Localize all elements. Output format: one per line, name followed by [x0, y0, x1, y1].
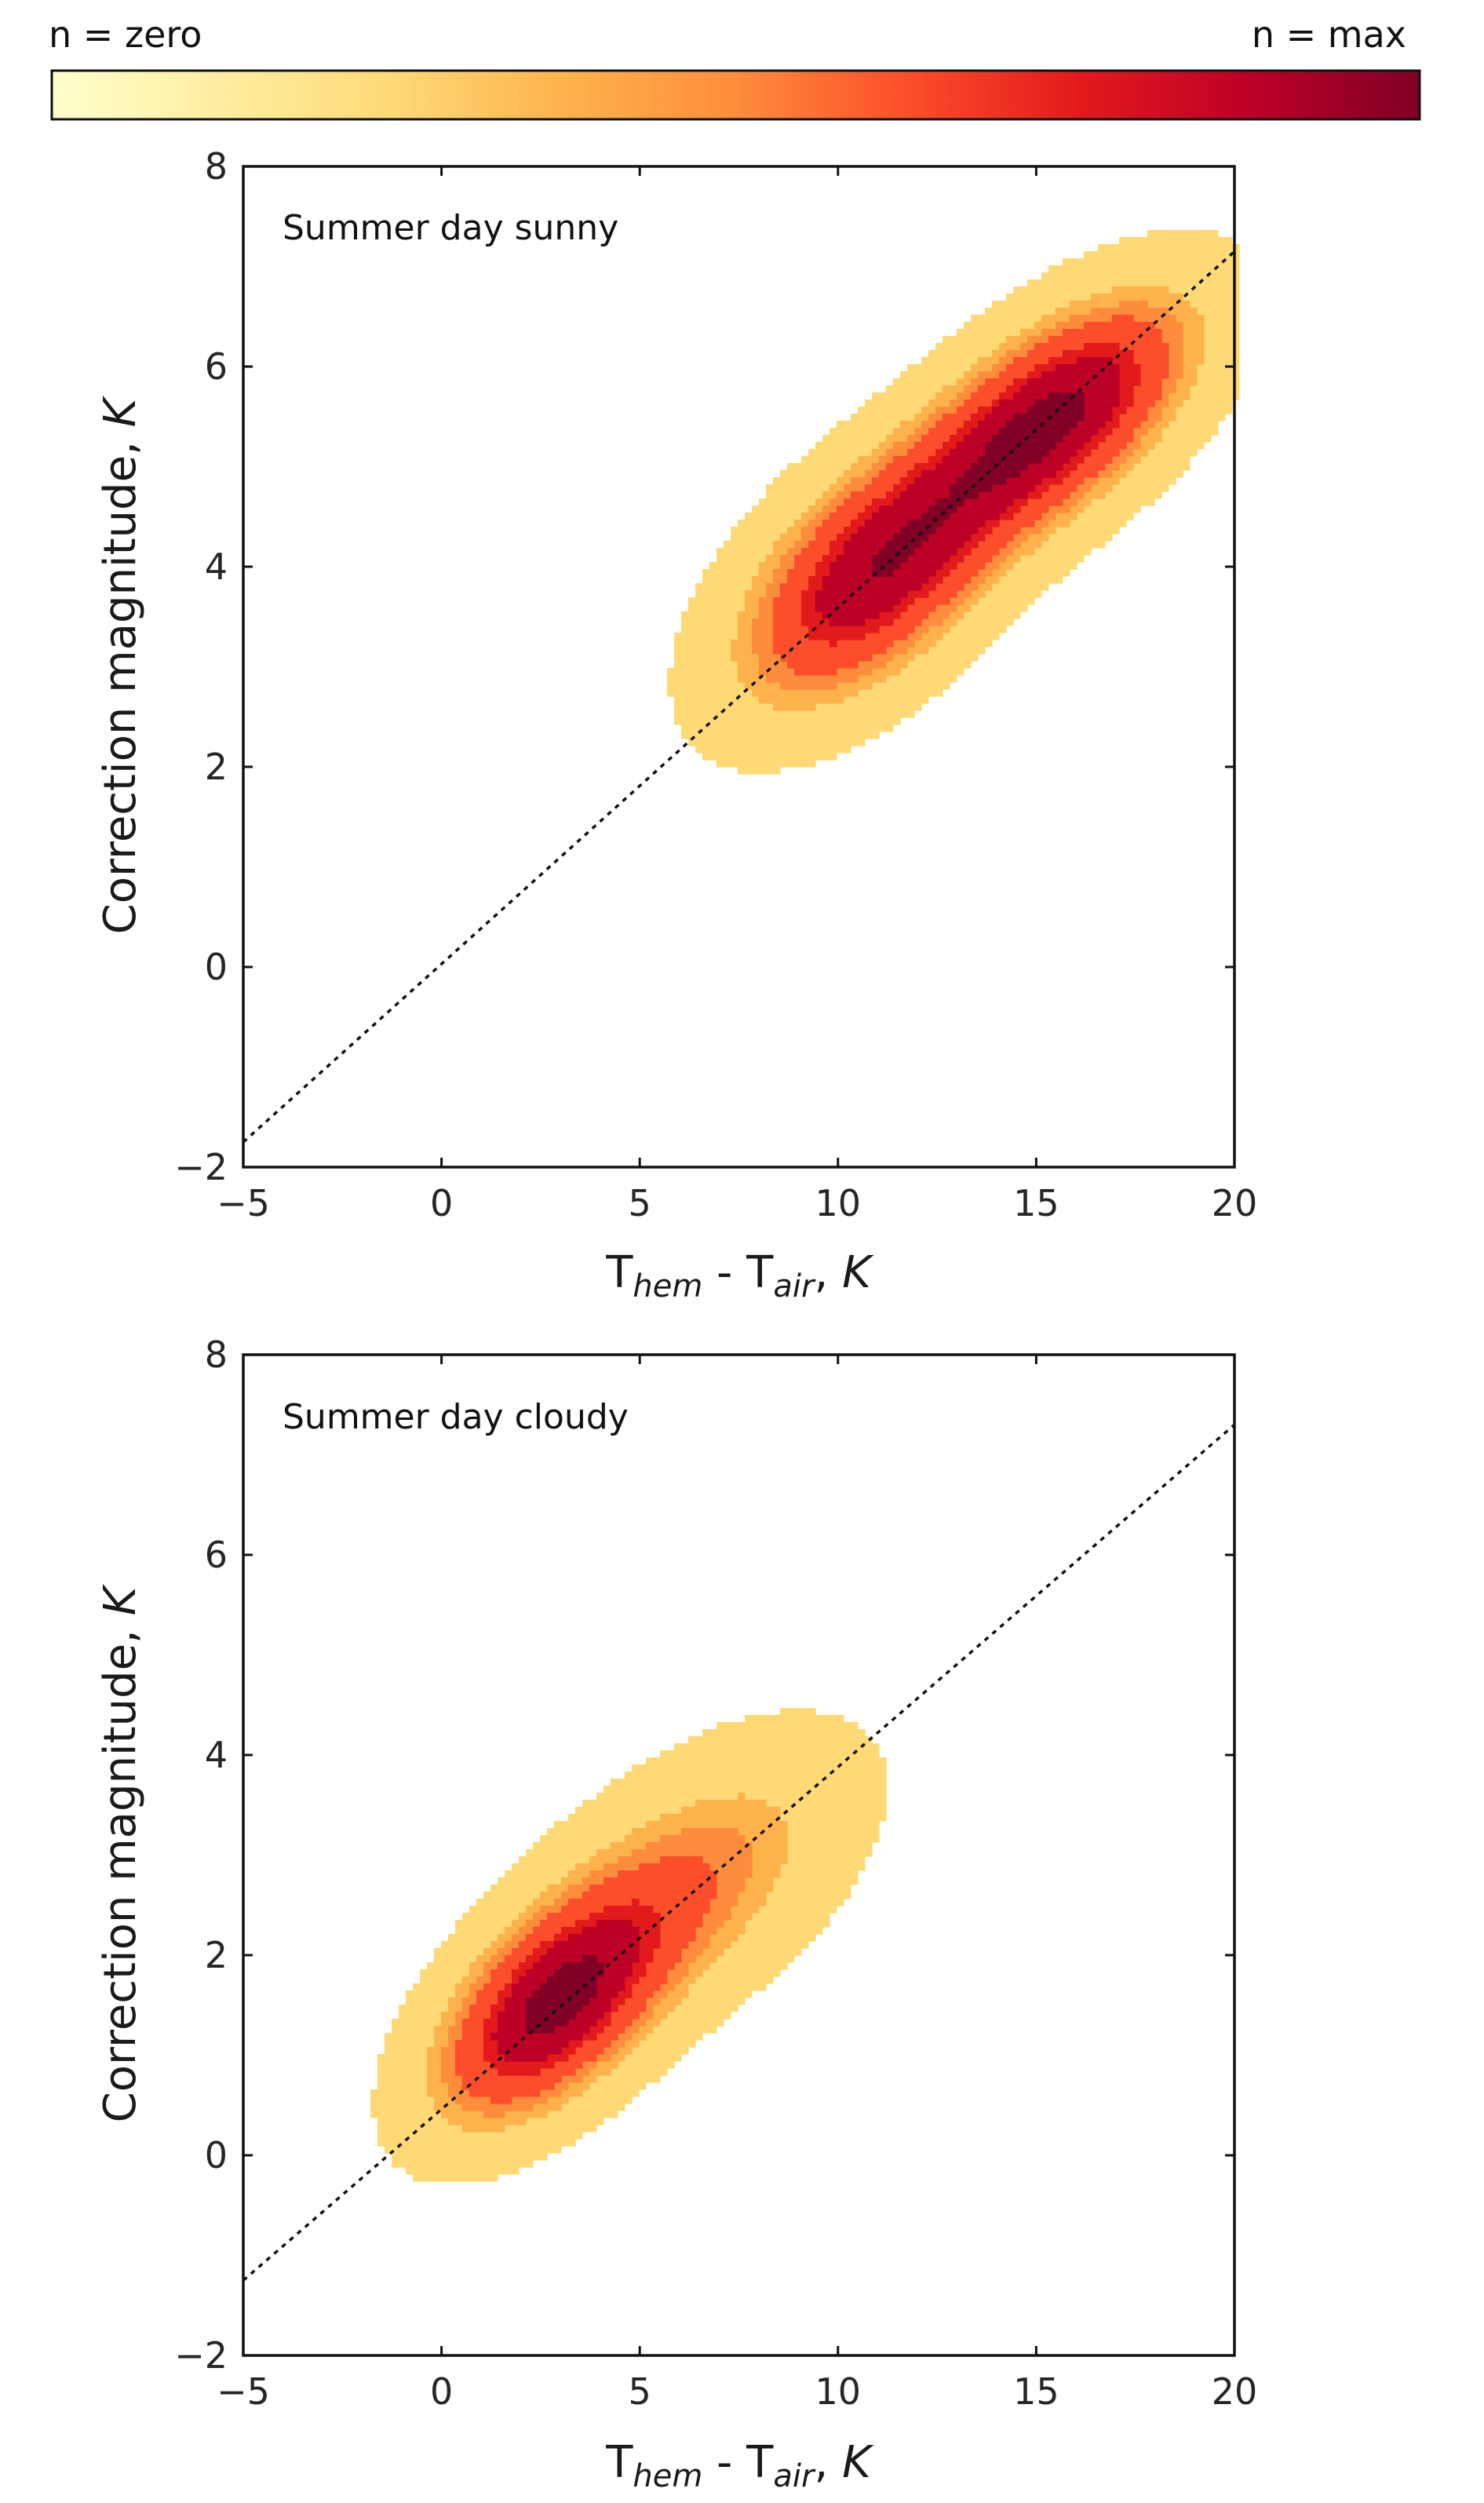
colorbar-gradient [50, 69, 1421, 121]
y-tick-label: 4 [205, 545, 228, 588]
density-contours [667, 230, 1240, 775]
colorbar: n = zero n = max [49, 13, 1421, 121]
y-axis-label: Correction magnitude, K [95, 395, 146, 934]
contour-fill [872, 392, 1085, 577]
x-tick-label: 0 [430, 1182, 453, 1224]
x-tick-label: 10 [815, 1182, 862, 1224]
x-label-unit: K [842, 1247, 874, 1298]
panel-summer-day-cloudy: −5 0 5 10 15 20 −2 0 2 4 6 8 Summer day cloudy The… [95, 1334, 1257, 2494]
x-label-unit: K [842, 2437, 874, 2488]
colorbar-max-label: n = max [1252, 13, 1406, 56]
y-axis-label: Correction magnitude, K [95, 1583, 146, 2122]
y-label-main: Correction magnitude, [95, 427, 146, 934]
x-label-comma: , [814, 1247, 842, 1298]
x-label-sub-hem: hem [633, 1268, 702, 1304]
y-label-main: Correction magnitude, [95, 1615, 146, 2122]
y-tick-label: −2 [174, 1146, 228, 1188]
x-label-sub-hem: hem [633, 2458, 702, 2494]
panel-summer-day-sunny: −5 0 5 10 15 20 −2 0 2 4 6 8 Summer day sunny Them… [95, 145, 1257, 1304]
plot-frame [242, 1353, 1236, 2357]
x-tick-label: 20 [1212, 2370, 1258, 2413]
x-axis-ticks: −5 0 5 10 15 20 [217, 166, 1257, 1224]
contour-fill [526, 1955, 604, 2034]
density-contours [370, 1708, 887, 2182]
x-label-minus-t: - T [702, 2437, 774, 2488]
x-axis-label: Them - Tair, K [605, 1247, 874, 1304]
y-tick-label: 4 [205, 1734, 228, 1776]
y-tick-label: 0 [205, 2134, 228, 2176]
panel-title: Summer day sunny [283, 208, 618, 248]
y-tick-label: 0 [205, 946, 228, 988]
y-label-unit: K [95, 1583, 146, 1615]
x-label-t: T [605, 1247, 633, 1298]
contour-level-10 [526, 1955, 604, 2034]
x-axis-label: Them - Tair, K [605, 2437, 874, 2494]
x-tick-label: 5 [629, 1182, 651, 1224]
x-label-sub-air: air [773, 1268, 816, 1304]
x-tick-label: 10 [815, 2370, 862, 2413]
y-tick-label: 6 [205, 1534, 228, 1576]
y-tick-label: 8 [205, 145, 228, 188]
x-tick-label: 0 [430, 2370, 453, 2413]
x-label-sub-air: air [773, 2458, 816, 2494]
y-tick-label: −2 [174, 2334, 228, 2377]
y-label-unit: K [95, 395, 146, 427]
y-tick-label: 6 [205, 345, 228, 388]
reference-line [242, 250, 1236, 1144]
y-tick-label: 2 [205, 746, 228, 788]
x-tick-label: 15 [1013, 2370, 1059, 2413]
x-label-comma: , [814, 2437, 842, 2488]
plot-frame [242, 165, 1236, 1169]
y-axis-ticks: −2 0 2 4 6 8 [174, 1334, 1234, 2377]
y-tick-label: 8 [205, 1334, 228, 1376]
x-tick-label: −5 [217, 1182, 270, 1224]
x-axis-ticks: −5 0 5 10 15 20 [217, 1355, 1257, 2413]
x-label-t: T [605, 2437, 633, 2488]
colorbar-min-label: n = zero [49, 13, 202, 56]
contour-level-10 [872, 392, 1085, 577]
y-tick-label: 2 [205, 1934, 228, 1976]
x-tick-label: 15 [1013, 1182, 1059, 1224]
x-tick-label: 5 [629, 2370, 651, 2413]
y-axis-ticks: −2 0 2 4 6 8 [174, 145, 1234, 1188]
x-label-minus-t: - T [702, 1247, 774, 1298]
panel-title: Summer day cloudy [283, 1397, 629, 1437]
reference-line [242, 1423, 1236, 2282]
x-tick-label: 20 [1212, 1182, 1258, 1224]
x-tick-label: −5 [217, 2370, 270, 2413]
